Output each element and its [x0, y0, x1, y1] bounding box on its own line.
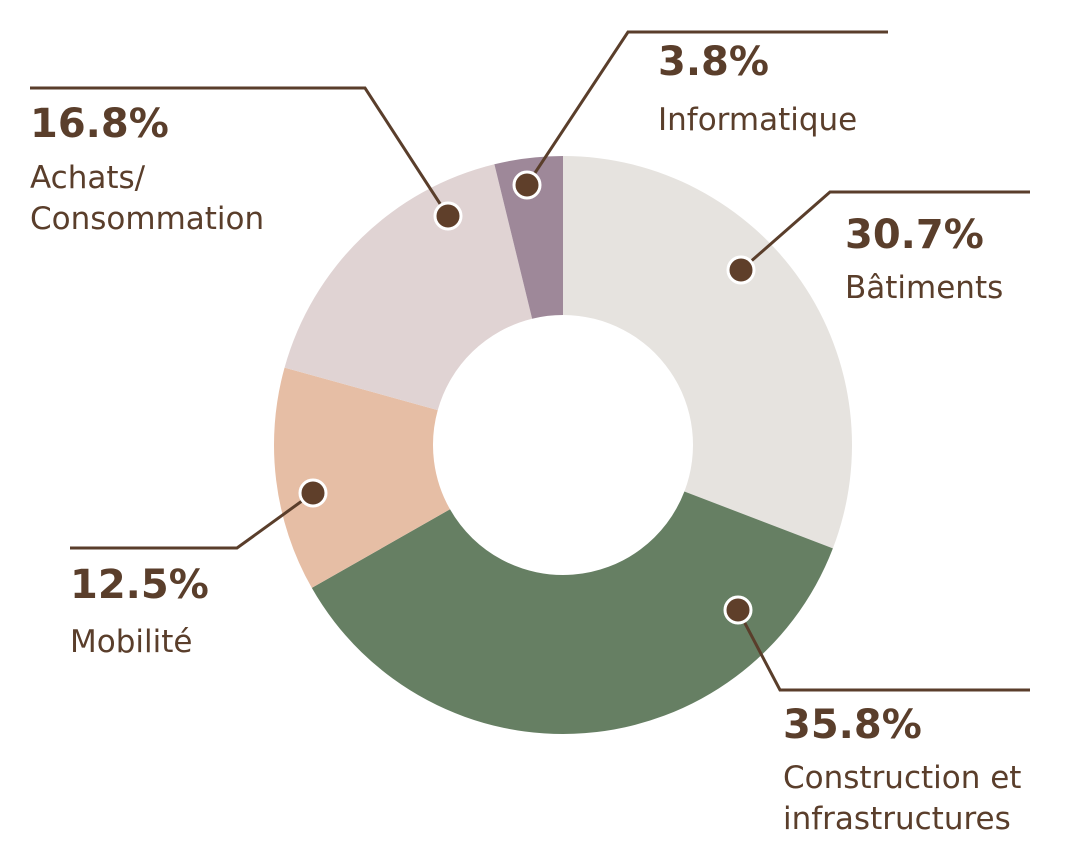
leader-line	[30, 86, 450, 217]
category-label-line: Achats/	[30, 160, 146, 196]
category-label: Mobilité	[70, 624, 192, 660]
value-label: 16.8%	[30, 101, 169, 147]
leader-line	[70, 491, 314, 550]
category-label: Bâtiments	[845, 270, 1003, 306]
leader-line	[736, 609, 1030, 692]
donut-slice	[311, 491, 833, 735]
category-label-line: Construction et	[783, 760, 1021, 796]
leader-dot	[512, 170, 542, 200]
value-label: 3.8%	[658, 39, 769, 85]
category-label-line: Consommation	[30, 201, 264, 237]
leader-line	[740, 190, 1030, 272]
value-label: 30.7%	[845, 212, 984, 258]
leader-dot	[723, 595, 753, 625]
donut-slice	[284, 164, 533, 411]
category-label-line: Bâtiments	[845, 270, 1003, 306]
leader-dot	[433, 201, 463, 231]
leader-dot	[298, 478, 328, 508]
value-label: 35.8%	[783, 702, 922, 748]
category-label-line: Mobilité	[70, 624, 192, 660]
donut-slice	[494, 156, 563, 319]
category-label: Informatique	[658, 102, 857, 138]
value-label: 12.5%	[70, 562, 209, 608]
category-label: Construction et infrastructures	[783, 760, 1021, 837]
category-label-line: infrastructures	[783, 801, 1011, 837]
leader-line	[525, 30, 888, 186]
category-label-line: Informatique	[658, 102, 857, 138]
category-label: Achats/Consommation	[30, 160, 264, 237]
leader-dot	[726, 255, 756, 285]
donut-slice	[563, 156, 852, 549]
donut-slice	[274, 367, 451, 588]
